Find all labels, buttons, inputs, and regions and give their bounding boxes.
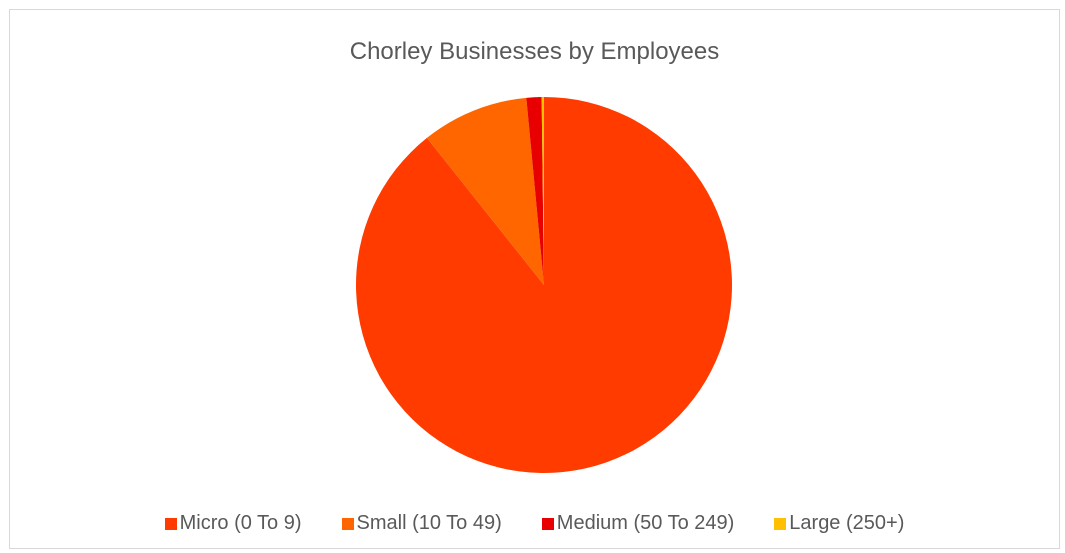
legend-item-small: Small (10 To 49) bbox=[341, 512, 502, 535]
legend-item-micro: Micro (0 To 9) bbox=[164, 512, 302, 535]
legend-swatch-small bbox=[341, 517, 354, 530]
pie-slice-large bbox=[541, 97, 544, 285]
legend-swatch-large bbox=[774, 517, 787, 530]
legend-swatch-micro bbox=[164, 517, 177, 530]
legend-label-large: Large (250+) bbox=[789, 512, 905, 534]
legend-swatch-medium bbox=[541, 517, 554, 530]
chart-frame: Chorley Businesses by Employees Micro (0… bbox=[9, 9, 1060, 549]
pie-slice-micro bbox=[356, 97, 733, 474]
legend-label-small: Small (10 To 49) bbox=[356, 512, 502, 534]
legend-item-large: Large (250+) bbox=[774, 512, 904, 535]
pie-slice-small bbox=[426, 97, 544, 285]
legend-label-medium: Medium (50 To 249) bbox=[556, 512, 735, 534]
legend-item-medium: Medium (50 To 249) bbox=[541, 512, 735, 535]
legend: Micro (0 To 9) Small (10 To 49) Medium (… bbox=[10, 512, 1059, 535]
pie-slice-medium bbox=[526, 97, 544, 285]
pie-chart bbox=[356, 97, 733, 474]
chart-title: Chorley Businesses by Employees bbox=[349, 38, 720, 65]
legend-label-micro: Micro (0 To 9) bbox=[179, 512, 302, 534]
